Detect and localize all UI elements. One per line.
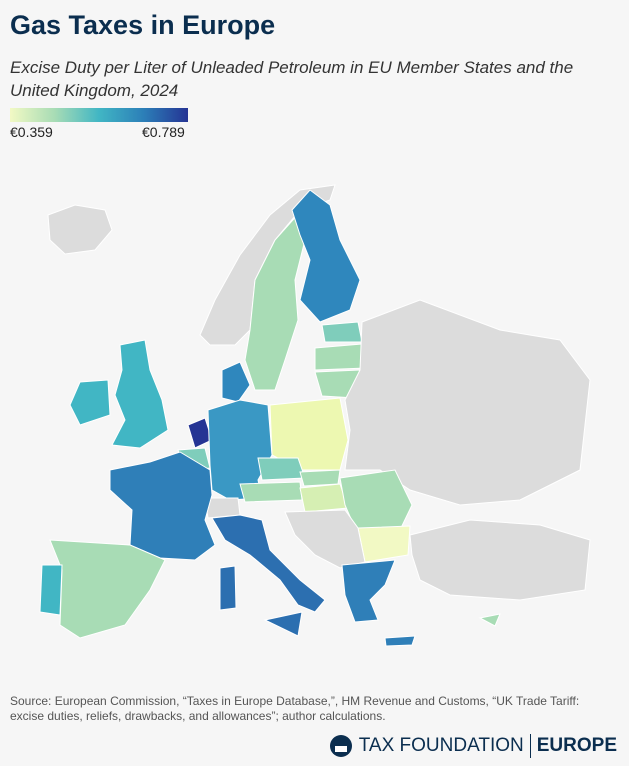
title: Gas Taxes in Europe xyxy=(10,10,276,40)
legend-min: €0.359 xyxy=(10,124,53,140)
sweden xyxy=(244,210,306,391)
greece xyxy=(341,559,396,623)
logo-name: TAX FOUNDATION xyxy=(358,735,524,756)
legend-gradient xyxy=(10,108,188,122)
finland xyxy=(291,189,361,323)
czechia xyxy=(257,457,306,481)
hungary xyxy=(299,483,349,513)
legend-max: €0.789 xyxy=(142,124,185,140)
uk xyxy=(111,339,169,449)
subtitle: Excise Duty per Liter of Unleaded Petrol… xyxy=(10,58,574,100)
portugal xyxy=(39,564,63,616)
spain xyxy=(49,539,166,639)
estonia xyxy=(321,321,363,343)
bulgaria xyxy=(357,525,411,563)
russia-belarus-ukraine xyxy=(344,299,591,506)
cyprus xyxy=(478,613,501,627)
sardinia xyxy=(219,565,237,611)
austria xyxy=(239,481,303,503)
denmark xyxy=(221,361,251,403)
map xyxy=(39,184,591,647)
logo-region: EUROPE xyxy=(536,735,617,756)
iceland xyxy=(47,204,113,255)
countries xyxy=(39,184,591,647)
slovakia xyxy=(299,469,341,487)
turkey xyxy=(409,519,591,601)
sicily xyxy=(263,611,303,637)
latvia xyxy=(314,343,367,371)
logo-icon xyxy=(329,735,352,757)
france xyxy=(109,451,216,561)
crete xyxy=(384,635,416,647)
ireland xyxy=(69,379,111,426)
italy xyxy=(211,514,326,613)
logo-divider xyxy=(529,734,531,758)
source: Source: European Commission, “Taxes in E… xyxy=(10,694,580,723)
logo: TAX FOUNDATION EUROPE xyxy=(329,734,617,758)
